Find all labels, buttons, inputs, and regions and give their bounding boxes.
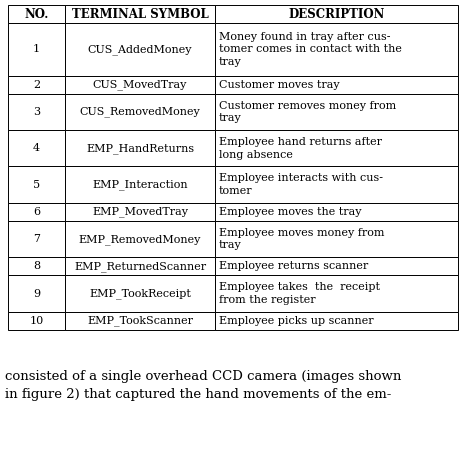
Bar	[65, 130, 215, 166]
Bar	[8, 23, 65, 76]
Bar	[8, 94, 65, 130]
Bar	[215, 312, 458, 330]
Text: EMP_ReturnedScanner: EMP_ReturnedScanner	[74, 261, 206, 272]
Text: EMP_TookScanner: EMP_TookScanner	[87, 316, 193, 326]
Bar	[215, 76, 458, 94]
Bar	[8, 312, 65, 330]
Bar	[8, 275, 65, 312]
Text: CUS_AddedMoney: CUS_AddedMoney	[88, 44, 192, 55]
Bar	[65, 257, 215, 275]
Bar	[215, 130, 458, 166]
Bar	[8, 166, 65, 203]
Text: TERMINAL SYMBOL: TERMINAL SYMBOL	[72, 7, 209, 20]
Text: Employee takes  the  receipt
from the register: Employee takes the receipt from the regi…	[219, 282, 380, 305]
Bar	[8, 221, 65, 257]
Text: Employee returns scanner: Employee returns scanner	[219, 261, 368, 272]
Bar	[65, 275, 215, 312]
Bar	[65, 5, 215, 23]
Text: 4: 4	[33, 143, 40, 153]
Text: Customer moves tray: Customer moves tray	[219, 80, 340, 90]
Text: EMP_TookReceipt: EMP_TookReceipt	[89, 288, 191, 299]
Text: NO.: NO.	[24, 7, 49, 20]
Bar	[65, 76, 215, 94]
Bar	[215, 221, 458, 257]
Bar	[8, 76, 65, 94]
Bar	[65, 166, 215, 203]
Bar	[215, 257, 458, 275]
Bar	[215, 5, 458, 23]
Bar	[215, 203, 458, 221]
Text: Employee moves money from
tray: Employee moves money from tray	[219, 228, 384, 250]
Bar	[65, 23, 215, 76]
Text: 3: 3	[33, 107, 40, 117]
Bar	[65, 312, 215, 330]
Bar	[8, 257, 65, 275]
Text: 8: 8	[33, 261, 40, 272]
Text: EMP_Interaction: EMP_Interaction	[92, 179, 188, 190]
Text: DESCRIPTION: DESCRIPTION	[288, 7, 385, 20]
Text: consisted of a single overhead CCD camera (images shown
in figure 2) that captur: consisted of a single overhead CCD camer…	[5, 370, 401, 401]
Text: 6: 6	[33, 207, 40, 217]
Bar	[215, 275, 458, 312]
Bar	[8, 5, 65, 23]
Text: 5: 5	[33, 179, 40, 190]
Text: 9: 9	[33, 289, 40, 299]
Text: Employee moves the tray: Employee moves the tray	[219, 207, 362, 217]
Text: EMP_RemovedMoney: EMP_RemovedMoney	[79, 234, 201, 245]
Bar	[215, 166, 458, 203]
Bar	[65, 94, 215, 130]
Text: 10: 10	[29, 316, 44, 326]
Bar	[215, 94, 458, 130]
Text: 1: 1	[33, 45, 40, 54]
Bar	[65, 221, 215, 257]
Bar	[65, 203, 215, 221]
Text: 2: 2	[33, 80, 40, 90]
Text: Employee interacts with cus-
tomer: Employee interacts with cus- tomer	[219, 173, 383, 196]
Bar	[8, 203, 65, 221]
Text: Money found in tray after cus-
tomer comes in contact with the
tray: Money found in tray after cus- tomer com…	[219, 32, 402, 67]
Bar	[8, 130, 65, 166]
Text: EMP_HandReturns: EMP_HandReturns	[86, 143, 194, 153]
Bar	[215, 23, 458, 76]
Text: CUS_MovedTray: CUS_MovedTray	[93, 80, 187, 90]
Text: Customer removes money from
tray: Customer removes money from tray	[219, 101, 396, 123]
Text: 7: 7	[33, 234, 40, 244]
Text: Employee picks up scanner: Employee picks up scanner	[219, 316, 374, 326]
Text: CUS_RemovedMoney: CUS_RemovedMoney	[80, 106, 201, 117]
Text: EMP_MovedTray: EMP_MovedTray	[92, 206, 188, 217]
Text: Employee hand returns after
long absence: Employee hand returns after long absence	[219, 137, 382, 159]
